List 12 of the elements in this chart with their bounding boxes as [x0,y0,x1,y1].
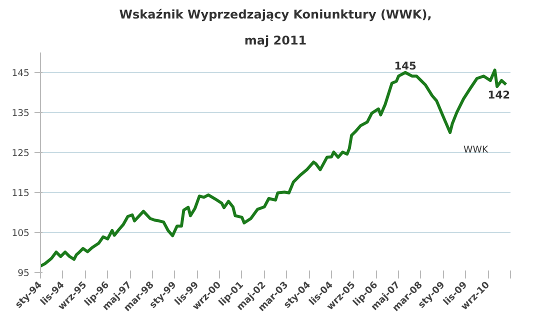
y-tick-label: 135 [12,108,30,119]
y-tick-label: 125 [12,148,30,159]
y-tick-label: 95 [18,268,30,279]
chart-title: Wskaźnik Wyprzedzający Koniunktury (WWK), [119,8,432,22]
line-series [40,68,508,268]
y-tick-label: 105 [12,228,30,239]
chart-subtitle: maj 2011 [244,34,307,48]
series-label: WWK [464,144,489,156]
annotation: 145 [394,60,416,72]
y-tick-label: 145 [12,68,30,79]
y-tick-label: 115 [12,188,30,199]
annotation: 142 [488,88,510,102]
